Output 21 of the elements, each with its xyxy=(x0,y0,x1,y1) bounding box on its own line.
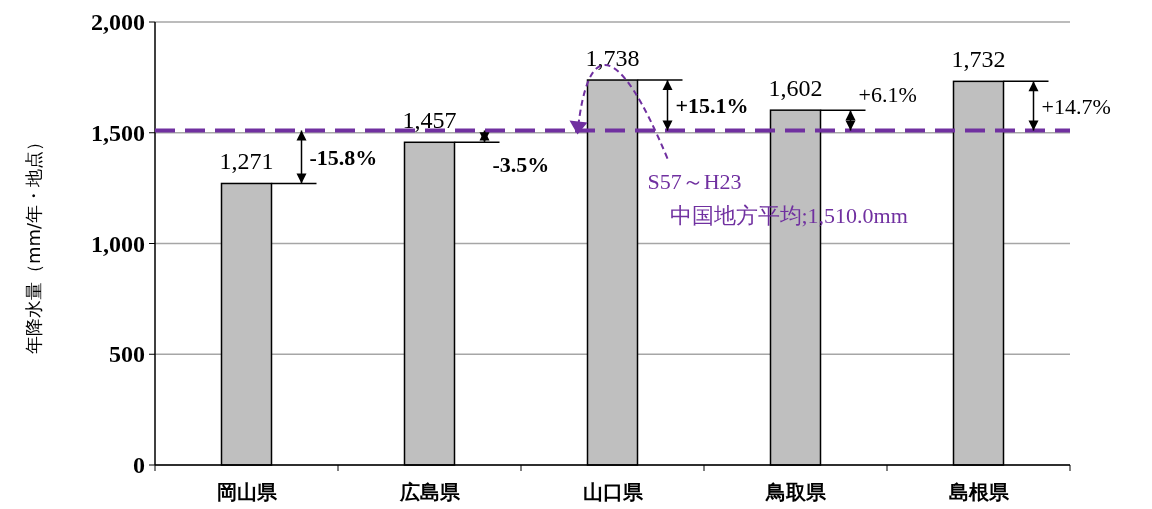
y-tick-label: 1,500 xyxy=(91,119,145,146)
y-tick-label: 2,000 xyxy=(91,9,145,35)
x-tick-label: 山口県 xyxy=(582,480,644,504)
x-tick-label: 鳥取県 xyxy=(764,480,827,504)
annotation: +15.1% xyxy=(675,93,749,119)
annotation: -3.5% xyxy=(492,152,550,178)
y-tick-label: 500 xyxy=(109,341,145,368)
data-label: 1,732 xyxy=(951,46,1006,73)
data-label: 1,738 xyxy=(585,45,640,72)
annotation: -15.8% xyxy=(309,145,378,170)
annotation: +6.1% xyxy=(858,82,917,108)
annotation: +14.7% xyxy=(1041,93,1111,119)
y-axis-title: 年降水量（mm/年・地点） xyxy=(23,132,44,355)
y-tick-label: 1,000 xyxy=(91,230,145,257)
x-tick-label: 岡山県 xyxy=(216,480,278,504)
y-tick-label: 0 xyxy=(133,452,145,478)
data-label: 1,271 xyxy=(219,148,274,175)
x-tick-label: 島根県 xyxy=(948,480,1010,504)
x-tick-label: 広島県 xyxy=(398,480,461,504)
data-label: 1,602 xyxy=(768,75,823,102)
data-label: 1,457 xyxy=(402,107,457,134)
